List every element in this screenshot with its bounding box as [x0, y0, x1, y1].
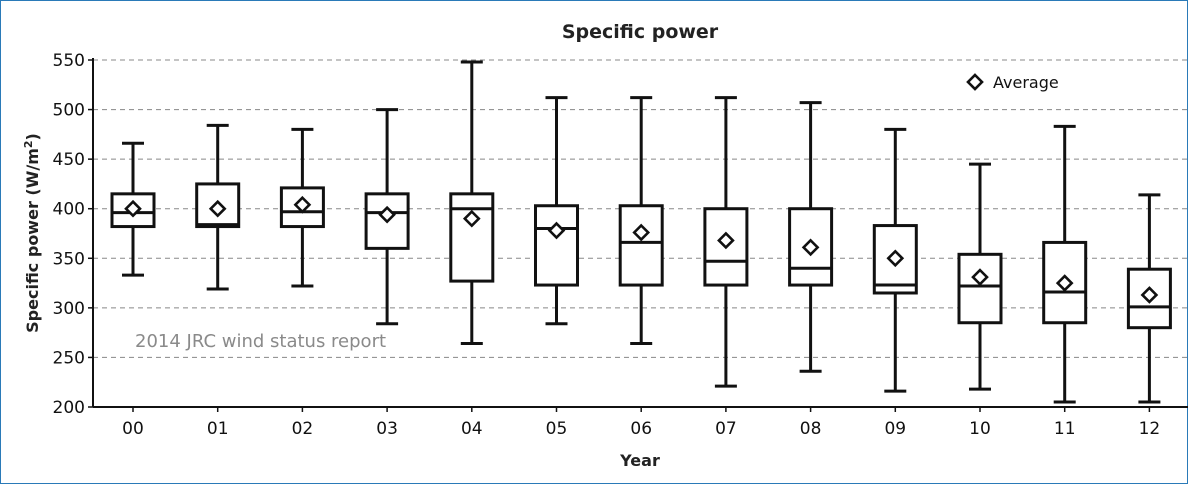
x-tick-label: 04	[461, 419, 483, 439]
iqr-box	[451, 194, 493, 281]
legend-diamond-icon	[968, 75, 982, 89]
x-tick-labels: 00 01 02 03 04 05 06 07 08 09 10 11 12	[122, 407, 1160, 439]
x-tick-label: 10	[969, 419, 991, 439]
box-04	[451, 62, 493, 344]
x-tick-label: 08	[800, 419, 822, 439]
x-tick-label: 09	[884, 419, 906, 439]
x-tick-label: 11	[1054, 419, 1076, 439]
iqr-box	[536, 206, 578, 285]
y-tick-label: 300	[53, 299, 85, 319]
x-axis-label: Year	[619, 451, 660, 470]
y-tick-label: 450	[53, 150, 85, 170]
y-tick-labels: 200 250 300 350 400 450 500 550	[53, 51, 93, 418]
x-tick-label: 02	[292, 419, 314, 439]
watermark-text: 2014 JRC wind status report	[135, 331, 386, 352]
y-tick-label: 350	[53, 249, 85, 269]
legend-label: Average	[993, 73, 1059, 92]
x-tick-label: 07	[715, 419, 737, 439]
y-axis-label-main: Specific power (W/m	[23, 148, 42, 333]
box-08	[790, 103, 832, 372]
box-02	[281, 129, 323, 286]
box-01	[197, 125, 239, 289]
y-axis-label-superscript: 2	[22, 140, 35, 148]
box-05	[536, 98, 578, 324]
y-tick-label: 200	[53, 398, 85, 418]
box-09	[874, 129, 916, 391]
x-tick-label: 03	[376, 419, 398, 439]
y-tick-label: 400	[53, 200, 85, 220]
box-11	[1044, 126, 1086, 402]
box-12	[1128, 195, 1170, 402]
chart-title: Specific power	[562, 21, 719, 43]
iqr-box	[620, 206, 662, 285]
box-00	[112, 143, 154, 275]
box-06	[620, 98, 662, 344]
box-07	[705, 98, 747, 387]
box-03	[366, 110, 408, 324]
legend: Average	[968, 73, 1059, 92]
y-axis-label: Specific power (W/m2)	[22, 133, 42, 333]
x-tick-label: 12	[1139, 419, 1161, 439]
x-tick-label: 01	[207, 419, 229, 439]
y-axis-label-close: )	[23, 133, 42, 140]
y-tick-label: 500	[53, 101, 85, 121]
x-tick-label: 05	[546, 419, 568, 439]
x-tick-label: 00	[122, 419, 144, 439]
x-tick-label: 06	[630, 419, 652, 439]
y-tick-label: 250	[53, 348, 85, 368]
y-tick-label: 550	[53, 51, 85, 71]
box-10	[959, 164, 1001, 389]
iqr-box	[959, 254, 1001, 322]
